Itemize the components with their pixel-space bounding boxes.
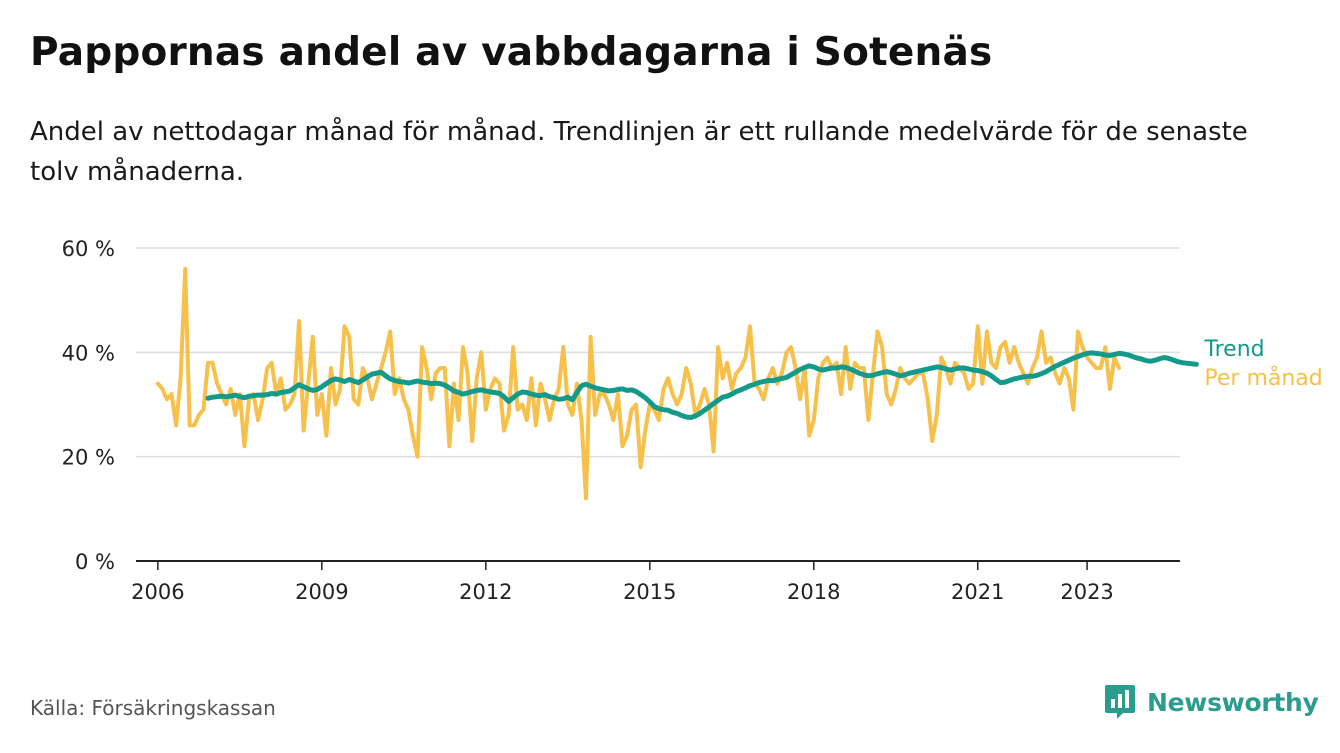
- chart-subtitle: Andel av nettodagar månad för månad. Tre…: [30, 117, 1248, 187]
- x-tick-label: 2015: [623, 580, 676, 604]
- chart-title: Pappornas andel av vabbdagarna i Sotenäs: [30, 30, 993, 75]
- source-note: Källa: Försäkringskassan: [30, 696, 276, 720]
- series-labels: Trend Per månad: [1203, 337, 1322, 391]
- monthly-series-label: Per månad: [1204, 365, 1322, 391]
- line-chart: 0 % 20 % 40 % 60 % 2006 2009 2012 2015 2018 2021…: [62, 237, 1323, 604]
- series-lines: [155, 266, 1199, 501]
- newsworthy-logo-icon: [1105, 685, 1135, 719]
- y-axis-labels: 0 % 20 % 40 % 60 %: [62, 237, 115, 574]
- brand-name: Newsworthy: [1147, 687, 1319, 717]
- y-tick-label: 20 %: [62, 446, 115, 470]
- y-tick-label: 60 %: [62, 237, 115, 261]
- x-tick-label: 2006: [131, 580, 184, 604]
- y-tick-label: 0 %: [75, 550, 115, 574]
- x-tick-label: 2023: [1060, 580, 1113, 604]
- x-tick-label: 2021: [951, 580, 1004, 604]
- trend-series-label: Trend: [1203, 337, 1264, 362]
- grid-lines: [136, 247, 1180, 458]
- y-tick-label: 40 %: [62, 341, 115, 365]
- x-tick-label: 2012: [459, 580, 512, 604]
- brand: Newsworthy: [1103, 683, 1319, 721]
- x-tick-label: 2009: [295, 580, 348, 604]
- x-axis: 2006 2009 2012 2015 2018 2021 2023: [131, 560, 1180, 604]
- trend-series-line: [205, 350, 1199, 420]
- x-tick-label: 2018: [787, 580, 840, 604]
